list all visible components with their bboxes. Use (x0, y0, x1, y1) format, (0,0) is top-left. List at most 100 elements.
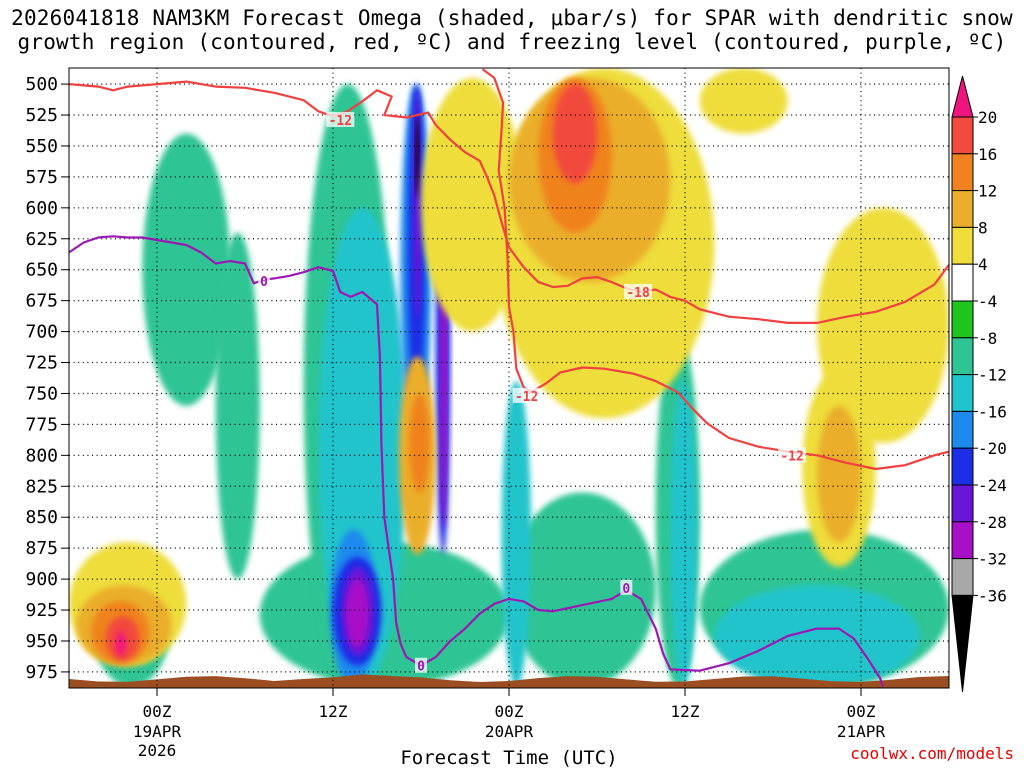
omega-region-2 (215, 232, 260, 580)
freezing-contour-label-bg-0 (258, 272, 271, 288)
colorbar-swatch-1 (951, 116, 974, 155)
omega-region-29 (817, 405, 861, 542)
x-tick-sublabel-0-1: 2026 (138, 741, 177, 760)
y-tick-label-525: 525 (25, 105, 58, 126)
y-tick-label-575: 575 (25, 167, 58, 188)
x-axis-title: Forecast Time (UTC) (400, 747, 617, 768)
y-tick-label-850: 850 (25, 507, 58, 528)
colorbar-label-7: -12 (978, 366, 1007, 385)
x-tick-label-3: 12Z (671, 702, 700, 721)
colorbar-swatch-11 (951, 484, 974, 523)
freezing-contour-label-bg-1 (415, 657, 427, 673)
dendritic-contour-line-0 (69, 80, 949, 324)
omega-shading (69, 68, 949, 687)
colorbar-label-11: -28 (978, 513, 1007, 532)
y-tick-label-825: 825 (25, 476, 58, 497)
y-tick-label-775: 775 (25, 414, 58, 435)
omega-region-21 (415, 115, 420, 198)
contours: -12 -18 -12 -12 0 0 0 (69, 68, 949, 688)
omega-region-27 (699, 68, 788, 134)
colorbar-label-1: 16 (978, 145, 997, 164)
y-tick-label-650: 650 (25, 260, 58, 281)
colorbar-label-6: -8 (978, 329, 997, 348)
source-credit: coolwx.com/models (850, 744, 1014, 763)
dendritic-contour-label-bg-0 (326, 111, 355, 127)
y-tick-label-550: 550 (25, 136, 58, 157)
colorbar-swatch-7 (951, 337, 974, 376)
y-tick-label-800: 800 (25, 445, 58, 466)
omega-region-5 (508, 492, 656, 687)
y-tick-label-625: 625 (25, 229, 58, 250)
y-tick-label-700: 700 (25, 322, 58, 343)
omega-region-1 (142, 133, 231, 406)
dendritic-contour-label-2: -12 (515, 390, 538, 405)
colorbar-bottom-arrow (951, 594, 974, 693)
colorbar-label-8: -16 (978, 402, 1007, 421)
dendritic-contour-label-1: -18 (626, 286, 650, 301)
colorbar: 20 16 12 8 4 -4 -8 -12 -16 -20 -24 -28 -32 -36 (951, 75, 1007, 693)
colorbar-swatch-13 (951, 558, 974, 596)
x-tick-label-4: 00Z (847, 702, 876, 721)
colorbar-label-12: -32 (978, 550, 1007, 569)
chart-title-line1: 2026041818 NAM3KM Forecast Omega (shaded… (11, 6, 1013, 30)
y-tick-label-500: 500 (25, 74, 58, 95)
omega-region-37 (115, 631, 127, 656)
colorbar-label-5: -4 (978, 292, 997, 311)
y-tick-label-750: 750 (25, 383, 58, 404)
y-tick-label-925: 925 (25, 600, 58, 621)
y-tick-label-725: 725 (25, 353, 58, 374)
terrain-fill (69, 674, 949, 688)
colorbar-label-0: 20 (978, 108, 997, 127)
freezing-contour-label-0: 0 (260, 275, 268, 290)
colorbar-swatch-5 (951, 263, 974, 302)
freezing-contour-label-1: 0 (417, 660, 425, 675)
y-tick-label-875: 875 (25, 538, 58, 559)
y-tick-label-900: 900 (25, 569, 58, 590)
colorbar-swatch-9 (951, 410, 974, 449)
colorbar-swatch-10 (951, 447, 974, 486)
dendritic-contour-label-bg-3 (778, 447, 807, 463)
dendritic-contour-line-1 (481, 68, 949, 471)
colorbar-label-2: 12 (978, 182, 997, 201)
colorbar-swatch-4 (951, 226, 974, 265)
colorbar-label-9: -20 (978, 439, 1007, 458)
x-tick-sublabel-4-0: 21APR (837, 722, 886, 741)
omega-region-11 (714, 585, 920, 687)
y-axis: 500 525 550 575 600 625 650 675 700 725 750 775 800 8… (25, 74, 69, 683)
colorbar-label-10: -24 (978, 476, 1007, 495)
chart-title-line2: growth region (contoured, red, ºC) and f… (17, 30, 1007, 54)
colorbar-swatch-2 (951, 153, 974, 192)
colorbar-swatch-3 (951, 190, 974, 228)
x-tick-sublabel-0-0: 19APR (133, 722, 182, 741)
colorbar-label-13: -36 (978, 586, 1007, 605)
freezing-contour-label-bg-2 (620, 579, 633, 595)
y-tick-label-975: 975 (25, 662, 58, 683)
terrain (69, 674, 949, 688)
colorbar-swatch-8 (951, 374, 974, 412)
x-tick-label-1: 12Z (319, 702, 348, 721)
dendritic-contour-label-bg-2 (512, 387, 541, 403)
x-tick-label-0: 00Z (143, 702, 172, 721)
x-tick-sublabel-2-0: 20APR (485, 722, 534, 741)
freezing-contour-label-2: 0 (622, 582, 630, 597)
colorbar-label-3: 8 (978, 218, 988, 237)
omega-region-34 (409, 393, 430, 493)
omega-region-19 (346, 579, 369, 648)
omega-region-35 (553, 84, 597, 184)
omega-region-9 (501, 381, 531, 687)
dendritic-contour-label-bg-1 (624, 283, 653, 299)
dendritic-contour-label-3: -12 (780, 449, 803, 464)
colorbar-swatch-12 (951, 521, 974, 560)
colorbar-swatch-6 (951, 300, 974, 339)
freezing-contour-line-0 (69, 235, 885, 688)
y-tick-label-675: 675 (25, 291, 58, 312)
y-tick-label-950: 950 (25, 631, 58, 652)
x-tick-label-2: 00Z (495, 702, 524, 721)
colorbar-label-4: 4 (978, 255, 988, 274)
y-tick-label-600: 600 (25, 198, 58, 219)
dendritic-contour-label-0: -12 (329, 114, 352, 129)
omega-region-10 (670, 381, 697, 687)
colorbar-top-arrow (951, 75, 974, 118)
